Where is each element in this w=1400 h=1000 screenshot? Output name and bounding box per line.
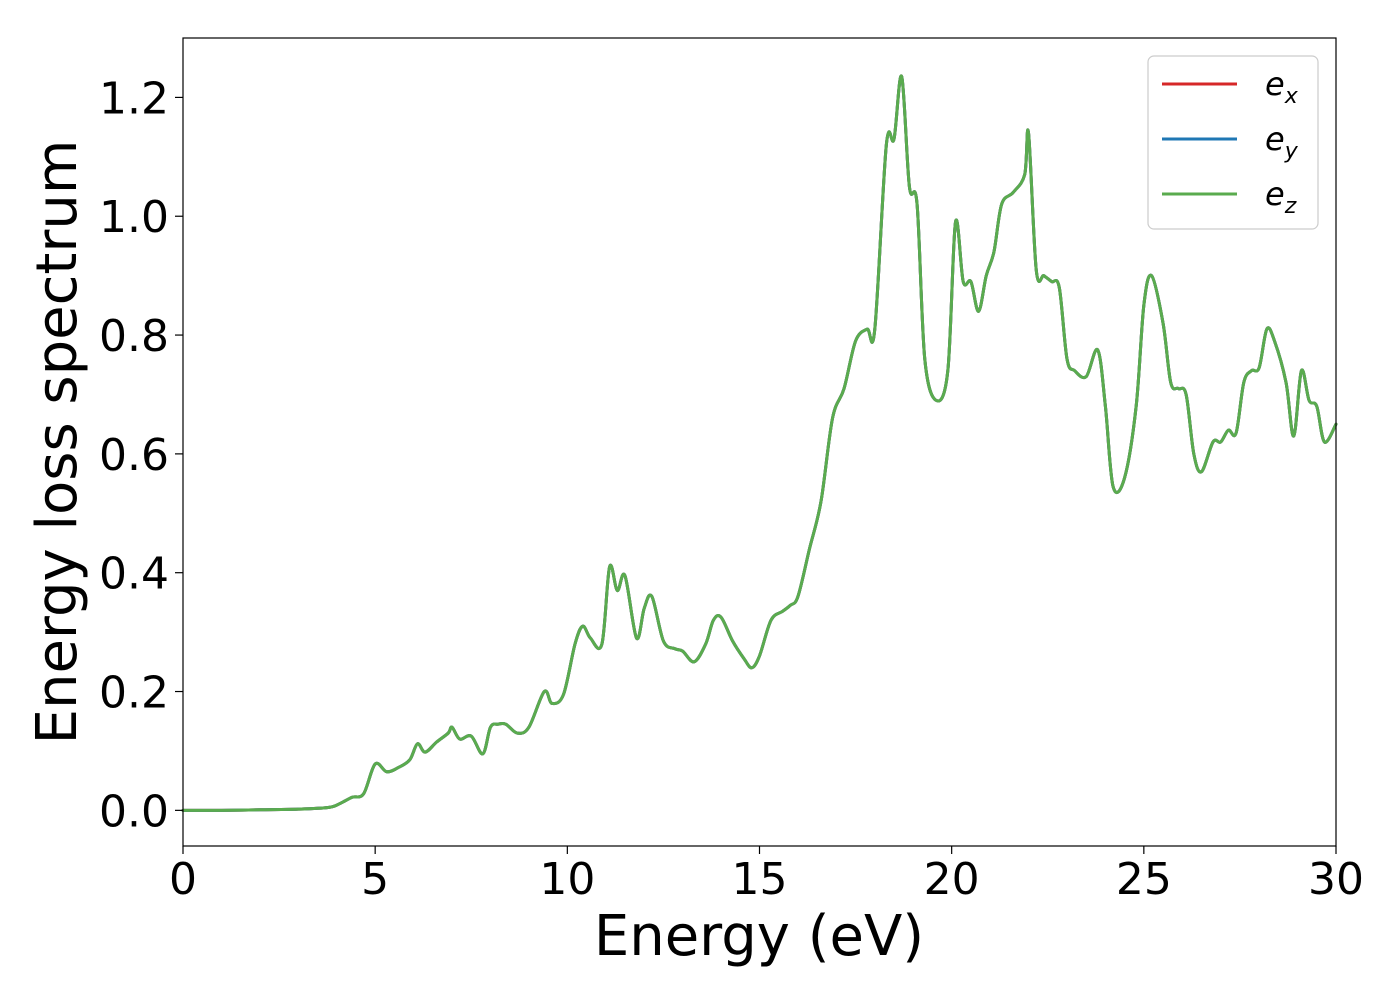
x-tick-label: 30 <box>1308 854 1364 905</box>
plot-lines <box>181 74 1338 812</box>
x-tick-label: 0 <box>169 854 197 905</box>
y-tick-label: 1.0 <box>99 192 169 243</box>
x-tick-label: 20 <box>924 854 980 905</box>
y-tick-label: 0.6 <box>99 430 169 481</box>
y-axis-ticks: 0.0 0.2 0.4 0.6 0.8 1.0 1.2 <box>99 73 183 837</box>
y-tick-label: 0.2 <box>99 668 169 719</box>
x-tick-label: 10 <box>539 854 595 905</box>
y-tick-label: 1.2 <box>99 73 169 124</box>
x-tick-label: 5 <box>361 854 389 905</box>
legend-label-z: ez <box>1265 175 1297 219</box>
y-axis-title: Energy loss spectrum <box>25 140 90 745</box>
x-axis-ticks: 0 5 10 15 20 25 30 <box>169 846 1364 905</box>
x-tick-label: 25 <box>1116 854 1172 905</box>
x-tick-label: 15 <box>732 854 788 905</box>
series-line-e-z <box>181 74 1338 812</box>
legend-label-y: ey <box>1265 120 1299 164</box>
y-tick-label: 0.0 <box>99 786 169 837</box>
x-axis-title: Energy (eV) <box>594 904 924 969</box>
legend-label-x: ex <box>1265 65 1299 109</box>
legend: ex ey ez <box>1147 55 1319 230</box>
y-tick-label: 0.8 <box>99 311 169 362</box>
y-tick-label: 0.4 <box>99 549 169 600</box>
legend-box <box>1147 55 1319 230</box>
